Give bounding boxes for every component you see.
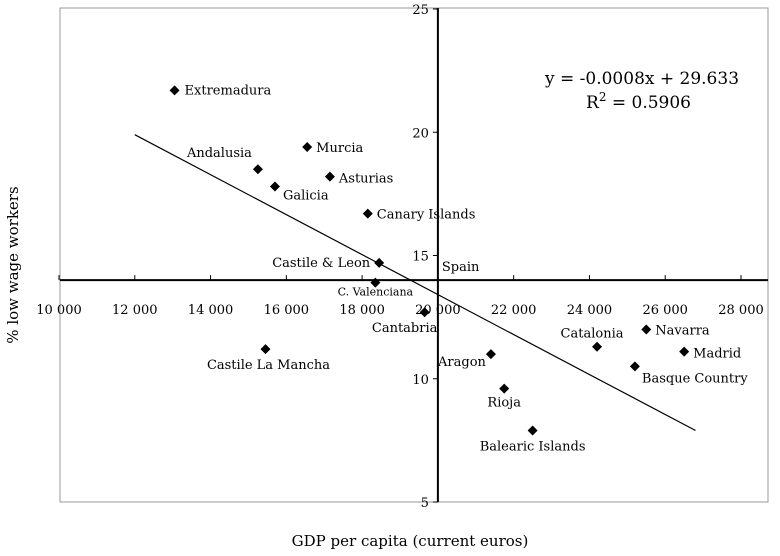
data-point — [592, 341, 603, 352]
point-label: Rioja — [487, 396, 521, 411]
data-point — [679, 346, 690, 357]
y-tick-label: 20 — [412, 126, 429, 141]
point-label: Andalusia — [186, 146, 252, 161]
point-label: Madrid — [693, 347, 741, 362]
x-tick-label: 24 000 — [567, 303, 613, 318]
data-point — [485, 349, 496, 360]
plot-area-frame — [59, 7, 769, 503]
y-tick-label: 5 — [421, 496, 429, 511]
point-label: Navarra — [655, 323, 710, 338]
data-point — [527, 425, 538, 436]
y-tick-label: 10 — [412, 373, 429, 388]
x-tick-label: 16 000 — [264, 303, 310, 318]
data-point — [370, 277, 381, 288]
data-point — [362, 208, 373, 219]
data-points — [169, 85, 690, 436]
x-tick-label: 12 000 — [112, 303, 158, 318]
point-label: Aragon — [437, 355, 487, 370]
point-labels: Extremadura Andalusia Murcia Galicia Asturia… — [185, 83, 749, 454]
point-label: Spain — [442, 260, 480, 275]
x-tick-label: 22 000 — [491, 303, 537, 318]
x-tick-label: 14 000 — [188, 303, 234, 318]
y-tick-label: 25 — [412, 3, 429, 18]
point-label: Castile & Leon — [272, 256, 371, 271]
point-label: Balearic Islands — [480, 440, 586, 455]
data-point — [419, 307, 430, 318]
x-axis-title: GDP per capita (current euros) — [292, 532, 529, 550]
point-label: Canary Islands — [377, 208, 476, 223]
x-tick-label: 10 000 — [36, 303, 82, 318]
data-point — [324, 171, 335, 182]
point-label: Cantabria — [372, 321, 438, 336]
y-axis-title: % low wage workers — [4, 186, 22, 343]
point-label: Galicia — [283, 188, 329, 203]
axes — [58, 8, 768, 503]
data-point — [269, 181, 280, 192]
point-label: Catalonia — [561, 327, 624, 342]
x-tick-label: 28 000 — [718, 303, 764, 318]
trend-equation: y = -0.0008x + 29.633 — [544, 69, 739, 89]
r-squared: R2 = 0.5906 — [586, 90, 691, 113]
tick-labels: 10 000 12 000 14 000 16 000 18 000 20 000 22 0… — [36, 3, 764, 511]
point-label: Basque Country — [642, 371, 748, 386]
point-label: C. Valenciana — [338, 286, 414, 299]
data-point — [252, 164, 263, 175]
point-label: Murcia — [316, 141, 363, 156]
y-tick-label: 15 — [412, 250, 429, 265]
trend-line — [134, 134, 696, 432]
x-tick-label: 26 000 — [642, 303, 688, 318]
data-point — [629, 361, 640, 372]
point-label: Castile La Mancha — [207, 358, 330, 373]
data-point — [169, 85, 180, 96]
data-point — [499, 383, 510, 394]
data-point — [260, 344, 271, 355]
data-point — [641, 324, 652, 335]
point-label: Extremadura — [185, 83, 272, 98]
data-point — [374, 257, 385, 268]
x-tick-label: 18 000 — [339, 303, 385, 318]
point-label: Asturias — [338, 172, 393, 187]
data-point — [302, 142, 313, 153]
